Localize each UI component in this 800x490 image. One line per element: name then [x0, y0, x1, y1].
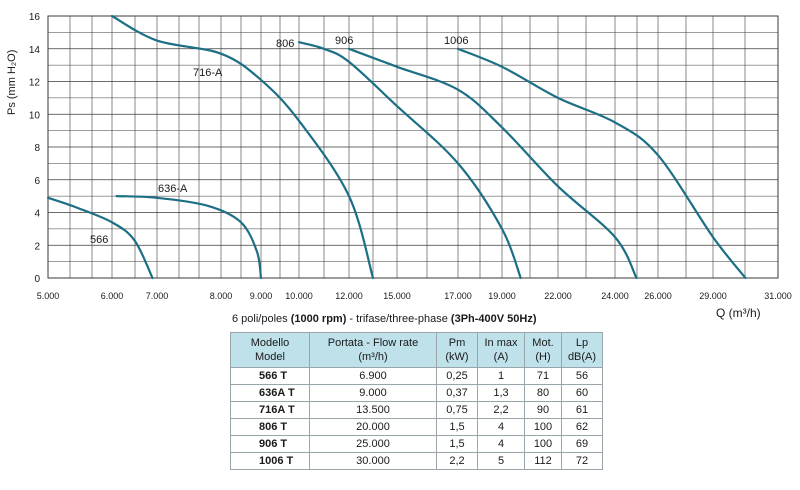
x-tick-label: 6.000 — [101, 291, 124, 301]
y-tick-label: 16 — [29, 12, 41, 23]
header-flow: Portata - Flow rate (m³/h) — [309, 332, 437, 368]
curve-label-806: 806 — [276, 38, 294, 50]
y-axis-title: Ps (mm H₂O) — [6, 50, 18, 115]
curve-label-716-A: 716-A — [193, 67, 223, 79]
y-tick-label: 10 — [29, 110, 41, 121]
x-tick-label: 5.000 — [37, 291, 60, 301]
x-tick-label: 19.000 — [488, 291, 516, 301]
table-row: 566 T 6.900 0,25 1 71 56 — [230, 367, 603, 385]
y-tick-label: 12 — [29, 78, 41, 89]
y-tick-label: 6 — [34, 176, 40, 187]
x-tick-label: 24.000 — [601, 291, 629, 301]
x-tick-label: 10.000 — [285, 291, 313, 301]
curve-label-636-A: 636-A — [158, 183, 188, 195]
x-tick-label: 15.000 — [383, 291, 411, 301]
caption-text-2: - trifase/three-phase — [346, 313, 451, 325]
table-caption: 6 poli/poles (1000 rpm) - trifase/three-… — [232, 313, 537, 325]
x-tick-label: 22.000 — [544, 291, 572, 301]
x-tick-label: 31.000 — [764, 291, 792, 301]
y-tick-label: 0 — [34, 274, 40, 285]
x-tick-label: 12.000 — [335, 291, 363, 301]
y-tick-label: 14 — [29, 45, 41, 56]
curve-1006 — [456, 47, 747, 280]
curve-label-1006: 1006 — [444, 35, 468, 47]
caption-power: (3Ph-400V 50Hz) — [450, 313, 537, 325]
x-tick-label: 17.000 — [444, 291, 472, 301]
curve-716-A — [110, 14, 375, 280]
x-tick-label: 26.000 — [644, 291, 672, 301]
header-lp: Lp dB(A) — [561, 332, 603, 368]
y-tick-label: 8 — [34, 143, 40, 154]
curve-636-A — [115, 195, 263, 280]
curve-label-566: 566 — [90, 234, 108, 246]
fan-curve-chart: 0 2 4 6 8 10 12 14 16 5.000 6.000 7.000 8.000 9.000 10… — [29, 12, 792, 301]
curve-906 — [347, 47, 638, 280]
spec-table: Modello Model Portata - Flow rate (m³/h) P… — [230, 332, 603, 470]
caption-rpm: (1000 rpm) — [290, 313, 347, 325]
x-tick-label: 29.000 — [699, 291, 727, 301]
curve-label-906: 906 — [335, 35, 353, 47]
curve-806 — [297, 41, 522, 280]
y-axis-label: Ps (mm H₂O) — [6, 50, 18, 115]
x-axis-label: Q (m³/h) — [716, 306, 761, 320]
caption-text: 6 poli/poles — [232, 313, 291, 325]
y-tick-label: 4 — [34, 209, 40, 220]
table-row: 906 T 25.000 1,5 4 100 69 — [230, 435, 603, 453]
x-tick-label: 7.000 — [146, 291, 169, 301]
plot-frame — [47, 15, 779, 279]
x-tick-label: 8.000 — [210, 291, 233, 301]
curve-566 — [46, 196, 154, 280]
table-row: 1006 T 30.000 2,2 5 112 72 — [230, 452, 603, 470]
table-row: 716A T 13.500 0,75 2,2 90 61 — [230, 401, 603, 419]
header-pm: Pm (kW) — [436, 332, 478, 368]
header-in-max: In max (A) — [477, 332, 525, 368]
table-row: 636A T 9.000 0,37 1,3 80 60 — [230, 384, 603, 402]
y-tick-label: 2 — [34, 241, 40, 252]
table-row: 806 T 20.000 1,5 4 100 62 — [230, 418, 603, 436]
header-model: Modello Model — [230, 332, 310, 368]
x-tick-label: 9.000 — [250, 291, 273, 301]
table-header-row: Modello Model Portata - Flow rate (m³/h) P… — [230, 332, 603, 368]
header-mot: Mot. (H) — [524, 332, 562, 368]
